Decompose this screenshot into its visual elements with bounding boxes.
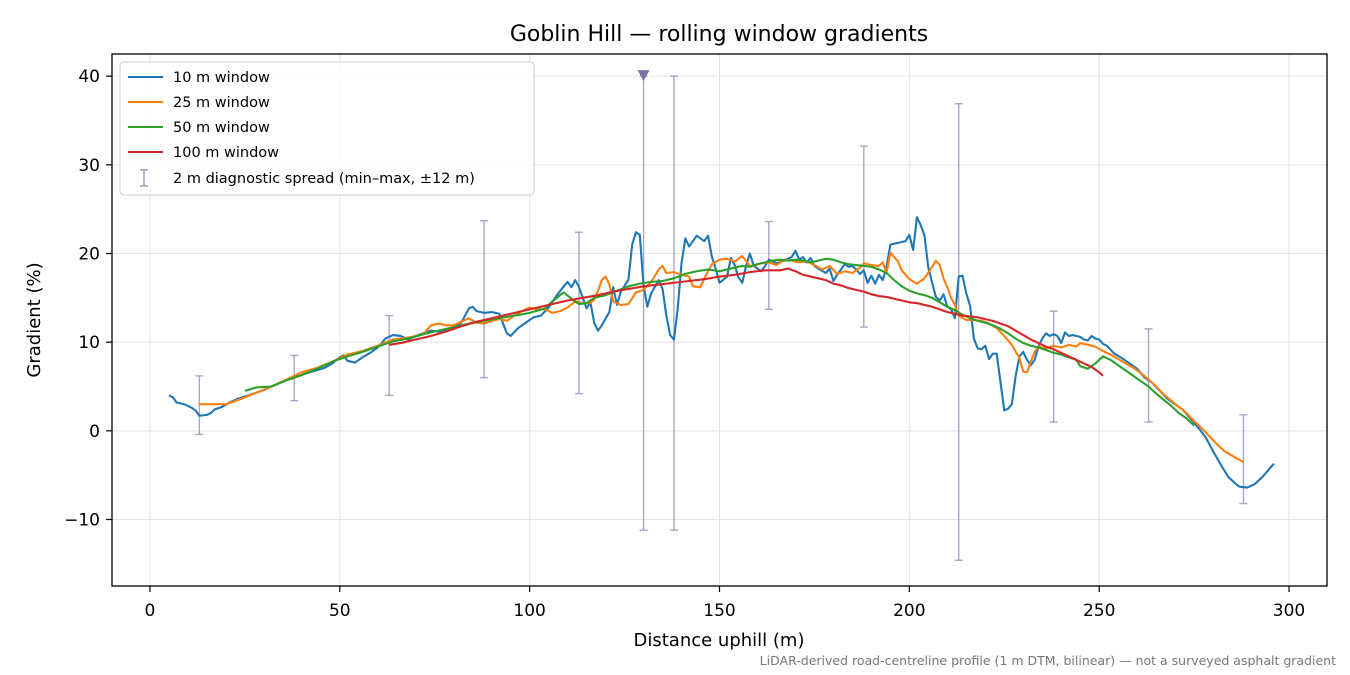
x-tick-label: 300 <box>1273 601 1305 621</box>
legend-label-spread: 2 m diagnostic spread (min–max, ±12 m) <box>173 171 475 187</box>
spread-bar <box>1144 328 1153 423</box>
x-axis-label: Distance uphill (m) <box>634 630 805 651</box>
chart-caption: LiDAR-derived road-centreline profile (1… <box>760 653 1336 668</box>
x-tick-label: 0 <box>145 601 156 621</box>
y-axis-ticks: −10 0 10 20 30 40 <box>64 67 112 531</box>
spread-bar <box>575 231 584 395</box>
y-tick-label: 0 <box>89 422 100 442</box>
y-tick-label: 30 <box>78 156 100 176</box>
spread-bar <box>195 375 204 436</box>
x-tick-label: 250 <box>1083 601 1115 621</box>
legend-box <box>119 61 535 196</box>
x-tick-label: 100 <box>513 601 545 621</box>
x-tick-label: 200 <box>893 601 925 621</box>
x-tick-label: 50 <box>329 601 351 621</box>
x-tick-label: 150 <box>703 601 735 621</box>
spread-bar <box>669 75 678 531</box>
x-axis-ticks: 0 50 100 150 200 250 300 <box>145 586 1305 621</box>
spread-bar <box>764 220 773 311</box>
legend-label-100m: 100 m window <box>173 145 279 161</box>
legend-label-10m: 10 m window <box>173 70 270 86</box>
clipped-marker <box>637 70 650 82</box>
series-lines <box>168 216 1275 489</box>
spread-bar <box>1049 310 1058 423</box>
diagnostic-spread-bars <box>195 70 1248 561</box>
spread-bar <box>385 314 394 397</box>
spread-bar <box>480 219 489 379</box>
legend-label-25m: 25 m window <box>173 95 270 111</box>
y-tick-label: 40 <box>78 67 100 87</box>
legend: 10 m window 25 m window 50 m window 100 … <box>119 61 535 196</box>
series-line-4 <box>389 267 1104 377</box>
y-tick-label: 20 <box>78 245 100 265</box>
y-tick-label: −10 <box>64 511 100 531</box>
legend-label-50m: 50 m window <box>173 120 270 136</box>
spread-bar <box>1239 414 1248 505</box>
y-axis-label: Gradient (%) <box>24 262 45 377</box>
legend-swatch-spread <box>140 169 148 187</box>
spread-bar <box>954 102 963 561</box>
chart-title: Goblin Hill — rolling window gradients <box>510 22 928 47</box>
spread-bar <box>859 145 868 328</box>
y-tick-label: 10 <box>78 333 100 353</box>
